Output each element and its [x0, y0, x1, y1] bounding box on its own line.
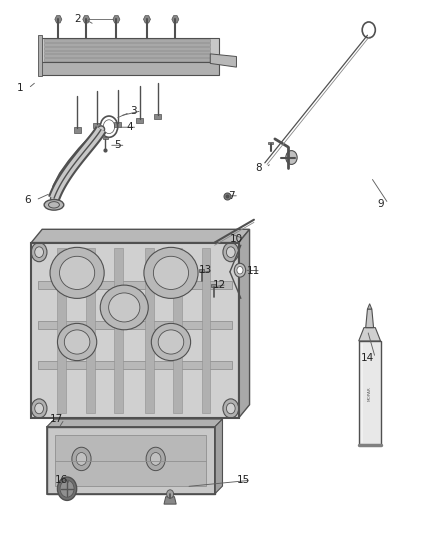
Text: 4: 4 — [126, 122, 133, 132]
Text: 5: 5 — [114, 140, 121, 150]
Polygon shape — [44, 43, 210, 46]
Polygon shape — [239, 229, 250, 418]
Polygon shape — [93, 123, 100, 128]
Text: MOPAR: MOPAR — [367, 387, 371, 401]
Circle shape — [60, 480, 74, 497]
Polygon shape — [44, 51, 210, 53]
Polygon shape — [31, 243, 239, 418]
Polygon shape — [144, 15, 150, 23]
Text: 16: 16 — [54, 475, 67, 485]
Polygon shape — [211, 284, 216, 287]
Text: 14: 14 — [361, 353, 374, 363]
Polygon shape — [57, 248, 66, 413]
Text: 2: 2 — [74, 14, 81, 25]
Polygon shape — [172, 15, 179, 23]
Text: 10: 10 — [230, 234, 243, 244]
Ellipse shape — [151, 324, 191, 361]
Ellipse shape — [57, 324, 97, 361]
Circle shape — [226, 247, 235, 257]
Polygon shape — [38, 361, 232, 369]
Polygon shape — [74, 127, 81, 133]
Circle shape — [223, 399, 239, 418]
Circle shape — [146, 447, 165, 471]
Polygon shape — [367, 304, 372, 309]
Circle shape — [237, 266, 243, 274]
Polygon shape — [201, 248, 210, 413]
Ellipse shape — [64, 330, 90, 354]
Ellipse shape — [100, 285, 148, 330]
Polygon shape — [55, 435, 206, 486]
Circle shape — [35, 247, 43, 257]
Ellipse shape — [158, 330, 184, 354]
Polygon shape — [44, 58, 210, 61]
Polygon shape — [114, 248, 123, 413]
Polygon shape — [154, 114, 161, 119]
Polygon shape — [40, 62, 219, 75]
Polygon shape — [268, 142, 273, 144]
Polygon shape — [210, 54, 237, 67]
Text: 3: 3 — [131, 106, 137, 116]
Text: 8: 8 — [255, 163, 261, 173]
Polygon shape — [215, 419, 223, 494]
Polygon shape — [359, 328, 381, 341]
Polygon shape — [145, 248, 153, 413]
Polygon shape — [199, 269, 204, 272]
Polygon shape — [31, 229, 250, 243]
Ellipse shape — [109, 293, 140, 322]
Polygon shape — [164, 497, 176, 504]
Polygon shape — [173, 248, 182, 413]
Circle shape — [31, 399, 47, 418]
Polygon shape — [40, 38, 219, 62]
Circle shape — [150, 453, 161, 465]
Polygon shape — [55, 15, 62, 23]
Polygon shape — [86, 248, 95, 413]
Polygon shape — [83, 15, 90, 23]
Circle shape — [226, 403, 235, 414]
Text: 7: 7 — [228, 191, 234, 201]
Polygon shape — [114, 122, 121, 127]
Text: 6: 6 — [25, 195, 31, 205]
Text: 15: 15 — [237, 475, 250, 485]
Text: 11: 11 — [247, 266, 260, 276]
Ellipse shape — [60, 256, 95, 289]
Polygon shape — [113, 15, 120, 23]
Polygon shape — [44, 39, 210, 42]
Circle shape — [57, 477, 77, 500]
Polygon shape — [38, 281, 232, 289]
Polygon shape — [38, 321, 232, 329]
Text: 9: 9 — [377, 199, 384, 209]
Ellipse shape — [153, 256, 189, 289]
Polygon shape — [46, 427, 215, 494]
Circle shape — [35, 403, 43, 414]
Circle shape — [72, 447, 91, 471]
Ellipse shape — [144, 247, 198, 298]
Text: 1: 1 — [17, 83, 24, 93]
Polygon shape — [366, 309, 374, 328]
Text: 12: 12 — [212, 280, 226, 289]
Circle shape — [166, 490, 173, 498]
Circle shape — [223, 243, 239, 262]
Polygon shape — [103, 137, 108, 139]
Circle shape — [286, 151, 297, 165]
Polygon shape — [38, 35, 42, 76]
Polygon shape — [359, 341, 381, 445]
Circle shape — [76, 453, 87, 465]
Polygon shape — [44, 54, 210, 57]
Polygon shape — [46, 419, 223, 427]
Ellipse shape — [44, 199, 64, 210]
Circle shape — [31, 243, 47, 262]
Polygon shape — [44, 47, 210, 50]
Text: 17: 17 — [50, 414, 63, 424]
Polygon shape — [136, 118, 143, 123]
Text: 13: 13 — [198, 265, 212, 275]
Circle shape — [234, 263, 246, 277]
Ellipse shape — [50, 247, 104, 298]
